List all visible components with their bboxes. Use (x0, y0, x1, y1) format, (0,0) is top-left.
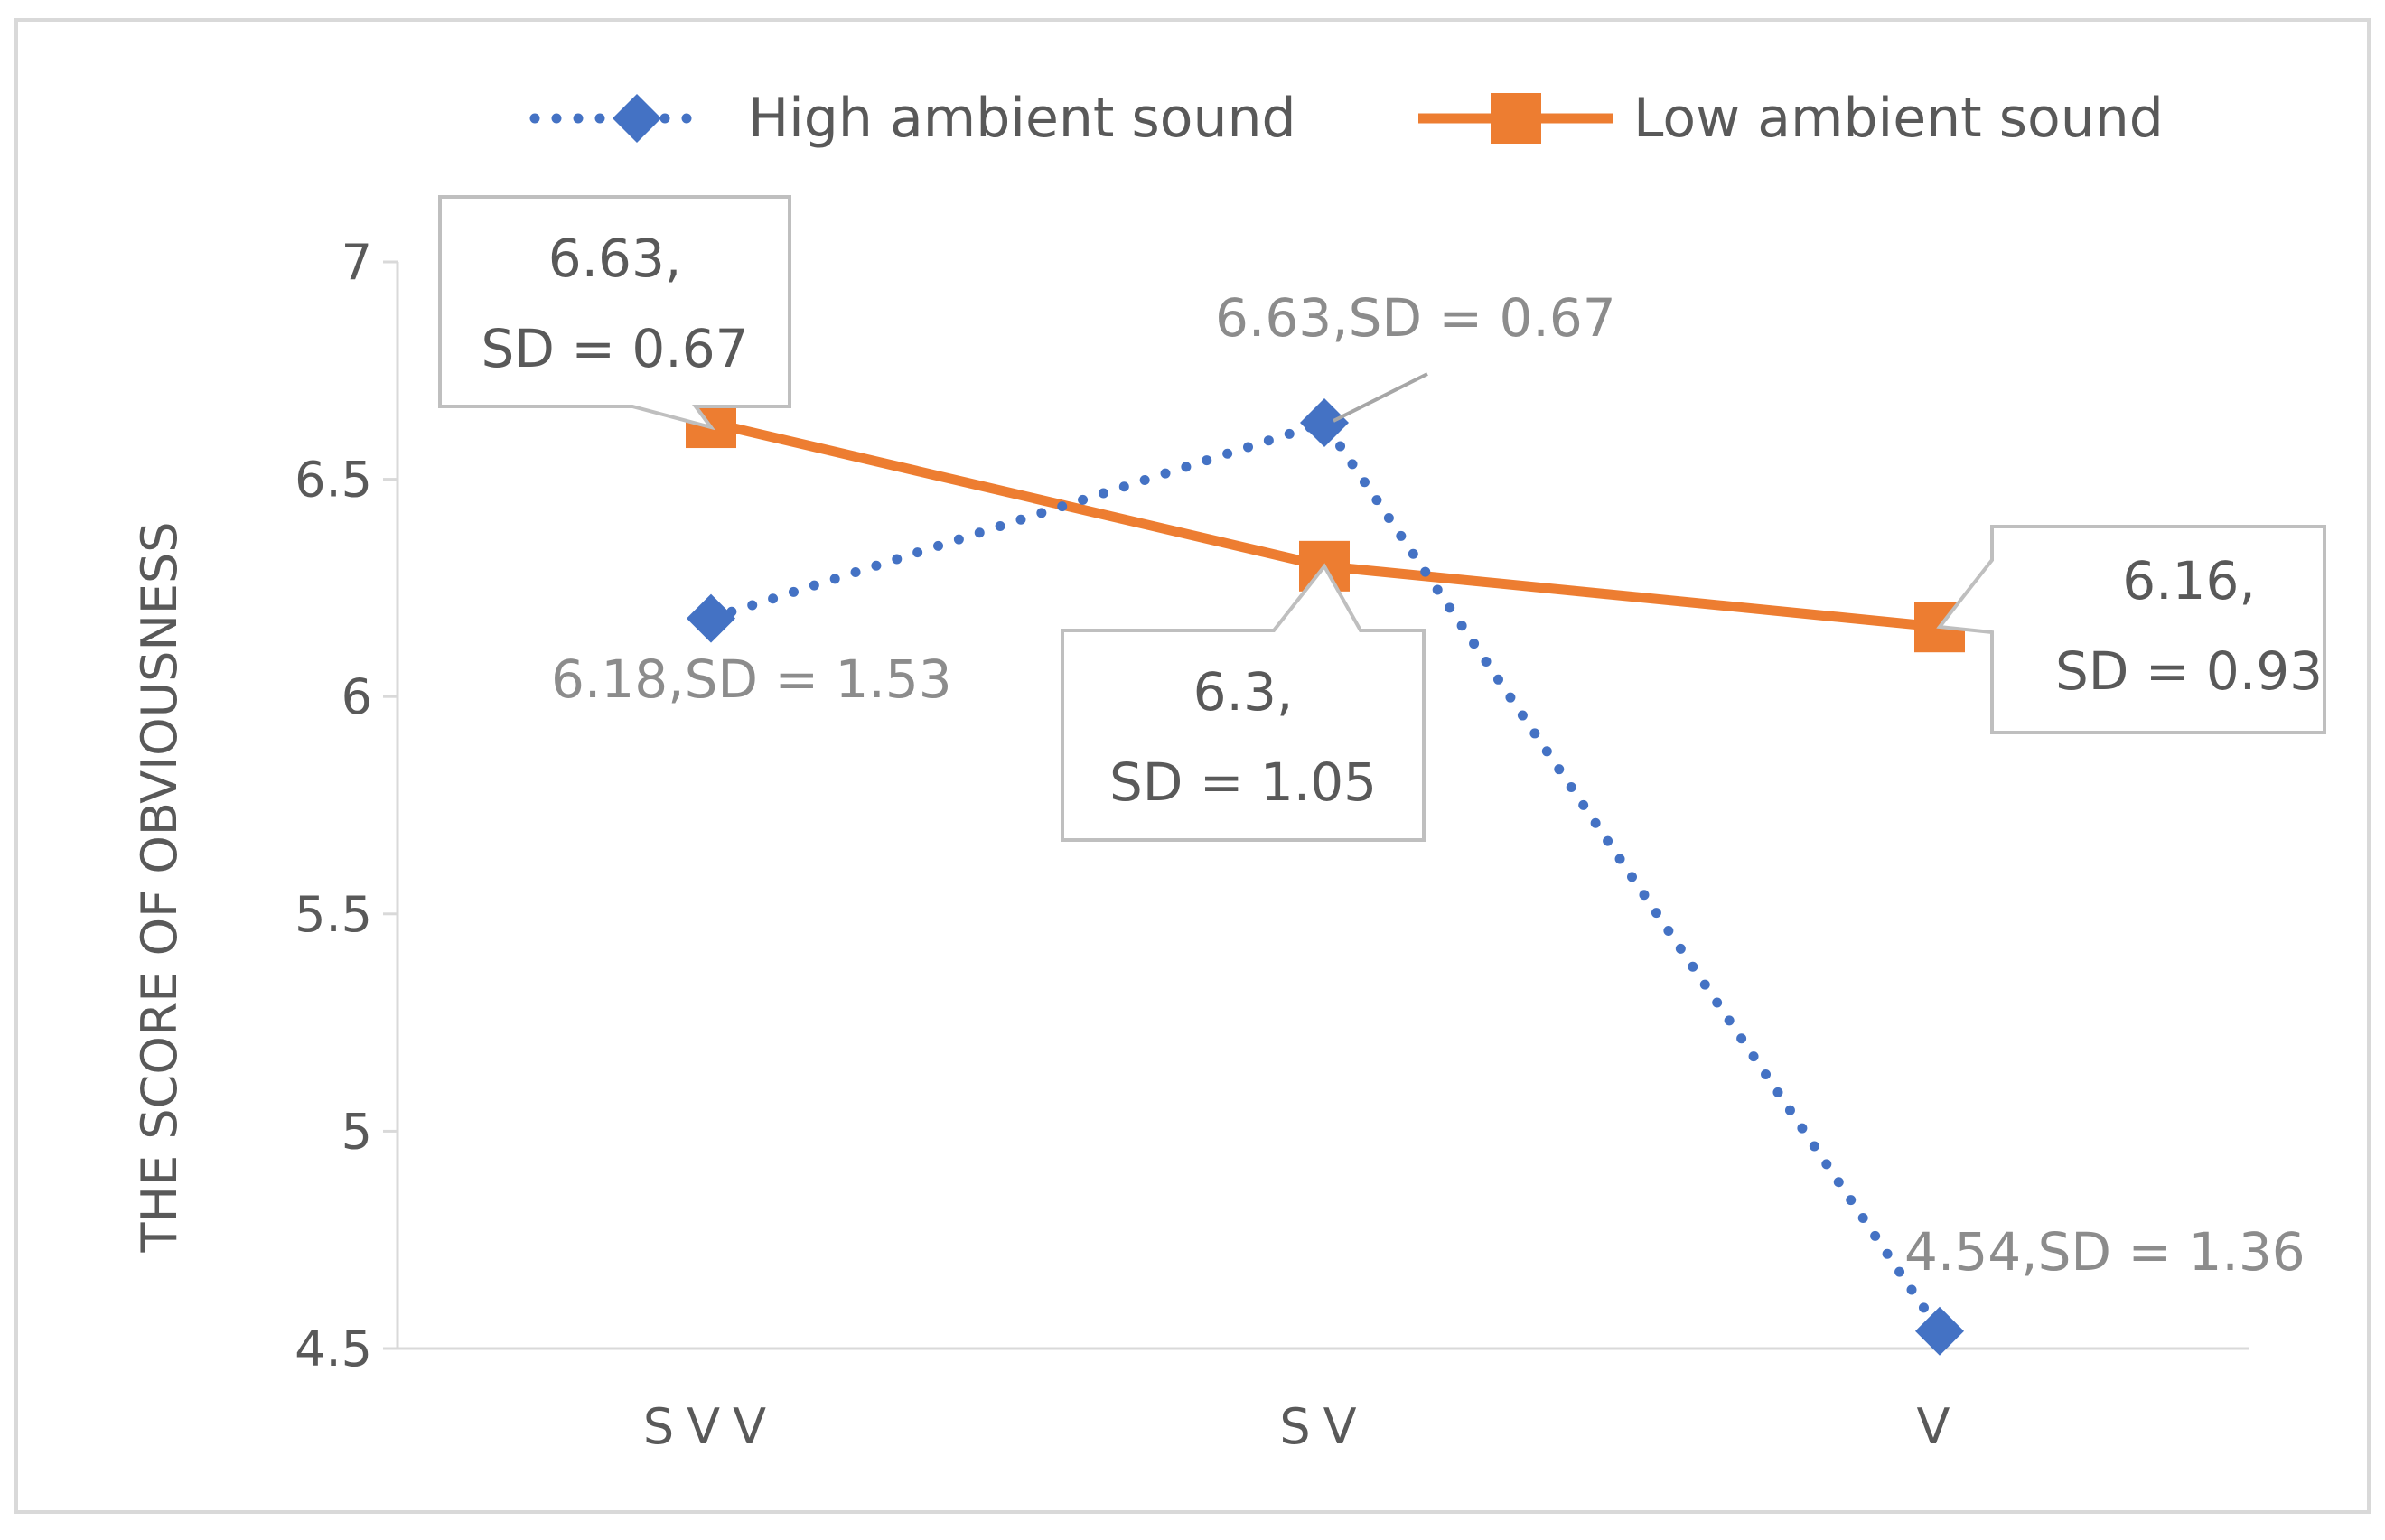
data-label-high-svv: 6.18,SD = 1.53 (551, 649, 952, 710)
data-label-low-svv-text: 6.63, (548, 228, 682, 289)
data-label-low-svv-text: SD = 0.67 (481, 318, 748, 379)
y-axis-title: THE SCORE OF OBVIOUSNESS (131, 521, 188, 1253)
x-tick-label: SVV (643, 1398, 779, 1455)
data-label-low-sv-box (1061, 563, 1426, 842)
legend-marker-high-ambient-sound (613, 94, 661, 143)
data-label-high-sv: 6.63,SD = 0.67 (1215, 287, 1616, 349)
legend: High ambient sound Low ambient sound (529, 87, 2164, 150)
y-tick-label: 5 (341, 1103, 372, 1160)
data-label-low-sv-text: SD = 1.05 (1109, 751, 1377, 813)
y-tick-label: 4.5 (295, 1321, 372, 1377)
y-tick-label: 5.5 (295, 886, 372, 943)
data-label-low-sv-text: 6.3, (1193, 661, 1294, 723)
y-tick-label: 6.5 (295, 452, 372, 509)
legend-marker-low-ambient-sound (1491, 93, 1541, 144)
x-tick-label: V (1917, 1398, 1963, 1455)
data-label-high-v: 4.54,SD = 1.36 (1904, 1221, 2306, 1283)
marker-high-ambient-sound (687, 593, 735, 643)
data-label-leader-high-sv (1333, 372, 1428, 423)
data-label-low-v-box (1936, 525, 2326, 734)
legend-label-low-ambient-sound: Low ambient sound (1633, 87, 2164, 150)
series-line-high-ambient-sound (706, 416, 1945, 1337)
legend-label-high-ambient-sound: High ambient sound (748, 87, 1296, 150)
data-label-layer: 6.63,SD = 0.676.3,SD = 1.056.16,SD = 0.9… (438, 195, 2326, 1283)
marker-high-ambient-sound (1300, 398, 1349, 448)
marker-high-ambient-sound (1915, 1306, 1964, 1356)
data-label-low-svv-box (438, 195, 791, 431)
x-tick-label: SV (1279, 1398, 1369, 1455)
data-label-low-v-text: 6.16, (2122, 550, 2256, 611)
y-tick-label: 6 (341, 668, 372, 725)
data-label-low-v-text: SD = 0.93 (2055, 640, 2323, 702)
y-tick-label: 7 (341, 234, 372, 291)
